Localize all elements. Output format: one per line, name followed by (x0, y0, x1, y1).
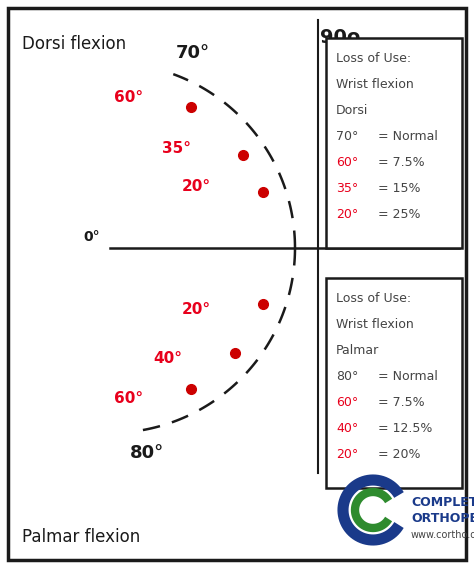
Text: Wrist flexion: Wrist flexion (336, 318, 414, 331)
Text: 20°: 20° (182, 179, 211, 194)
Text: Wrist flexion: Wrist flexion (336, 78, 414, 91)
Text: 40°: 40° (336, 422, 358, 435)
Text: 80°: 80° (336, 370, 358, 383)
Text: = 7.5%: = 7.5% (374, 396, 425, 409)
Text: = 20%: = 20% (374, 448, 420, 461)
Text: = 25%: = 25% (374, 208, 420, 221)
Text: www.cortho.org: www.cortho.org (411, 530, 474, 540)
Text: 80°: 80° (130, 444, 164, 462)
Text: = Normal: = Normal (374, 130, 438, 143)
Text: = 12.5%: = 12.5% (374, 422, 432, 435)
Text: = Normal: = Normal (374, 370, 438, 383)
Text: 60°: 60° (336, 396, 358, 409)
Text: 60°: 60° (336, 156, 358, 169)
Text: Palmar: Palmar (336, 344, 379, 357)
Text: 70°: 70° (175, 44, 210, 62)
Text: Dorsi: Dorsi (336, 104, 368, 117)
FancyBboxPatch shape (326, 278, 462, 488)
Text: 35°: 35° (336, 182, 358, 195)
Text: Palmar flexion: Palmar flexion (22, 528, 140, 546)
Text: 70°: 70° (336, 130, 358, 143)
Text: 40°: 40° (154, 351, 182, 366)
Text: = 7.5%: = 7.5% (374, 156, 425, 169)
Text: 20°: 20° (336, 208, 358, 221)
FancyBboxPatch shape (326, 38, 462, 248)
Text: 60°: 60° (114, 391, 144, 407)
Text: 90o: 90o (320, 28, 360, 47)
Text: 35°: 35° (163, 141, 191, 156)
Text: = 15%: = 15% (374, 182, 420, 195)
Text: ORTHOPEDICS: ORTHOPEDICS (411, 512, 474, 525)
Text: 0°: 0° (83, 230, 100, 244)
Text: Loss of Use:: Loss of Use: (336, 292, 411, 305)
Text: 20°: 20° (336, 448, 358, 461)
Text: COMPLETE: COMPLETE (411, 496, 474, 509)
Text: Dorsi flexion: Dorsi flexion (22, 35, 126, 53)
Text: Loss of Use:: Loss of Use: (336, 52, 411, 65)
Text: 20°: 20° (182, 302, 211, 317)
Text: 60°: 60° (114, 90, 144, 105)
